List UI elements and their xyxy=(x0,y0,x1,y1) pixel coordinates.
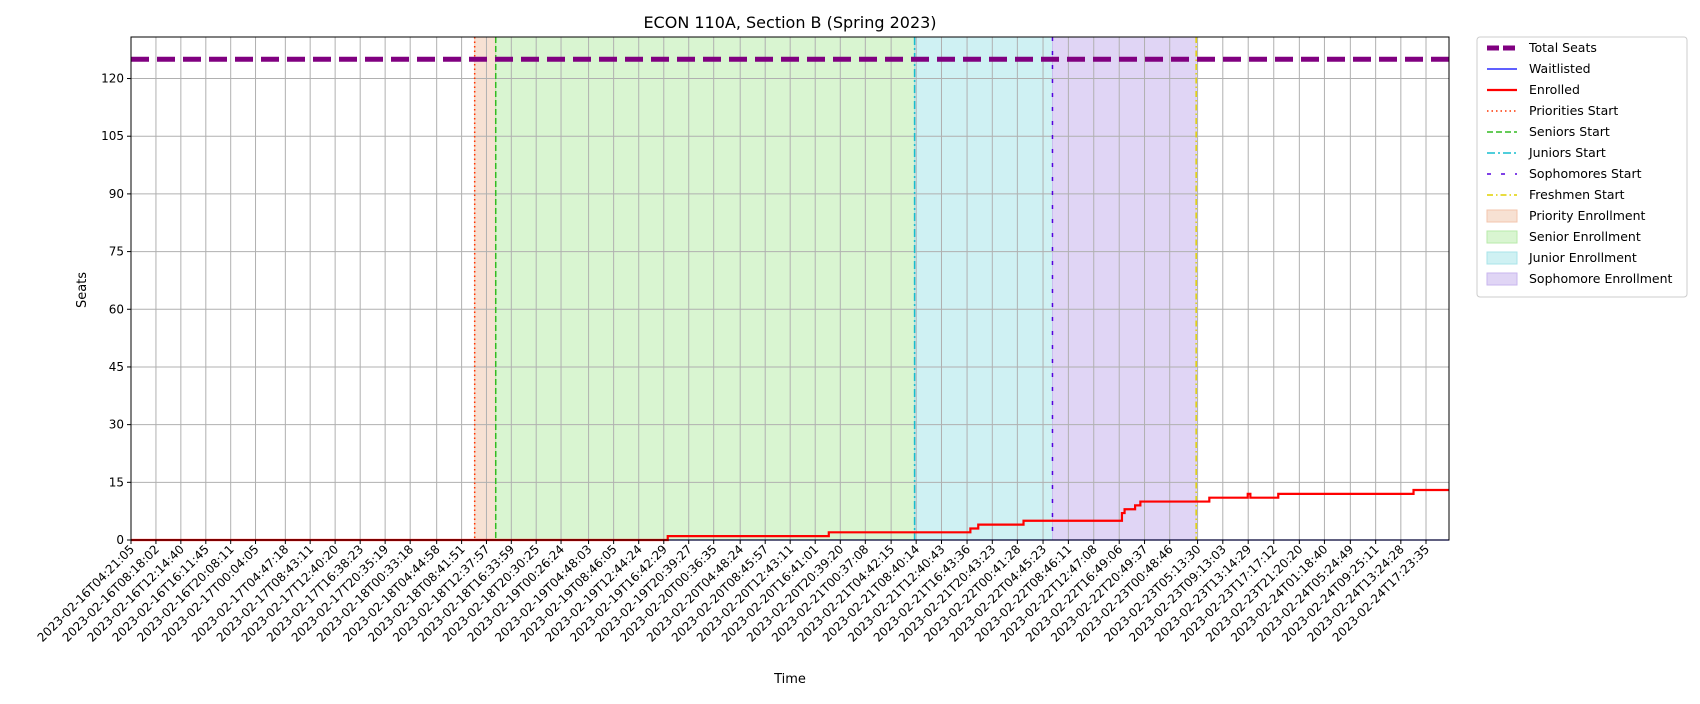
legend-swatch-senior-enrollment xyxy=(1486,230,1518,244)
y-tick-label: 105 xyxy=(101,129,124,143)
x-axis-ticks: 2023-02-16T04:21:052023-02-16T08:18:0220… xyxy=(35,540,1432,645)
y-tick-label: 0 xyxy=(116,533,124,547)
legend-label-enrolled: Enrolled xyxy=(1529,82,1580,97)
series-enrolled xyxy=(131,488,1449,542)
legend: Total Seats Waitlisted Enrolled Priorities … xyxy=(1476,36,1688,298)
legend-label-sophomores-start: Sophomores Start xyxy=(1529,166,1642,181)
span-priority-enrollment xyxy=(474,36,497,541)
chart-title: ECON 110A, Section B (Spring 2023) xyxy=(643,13,936,32)
legend-swatch-priority-enrollment xyxy=(1486,209,1518,223)
legend-label-seniors-start: Seniors Start xyxy=(1529,124,1610,139)
y-axis-label: Seats xyxy=(75,272,90,308)
y-tick-label: 120 xyxy=(101,72,124,86)
legend-label-priority-enrollment: Priority Enrollment xyxy=(1529,208,1646,223)
span-sophomore-enrollment xyxy=(1052,36,1197,541)
legend-label-waitlisted: Waitlisted xyxy=(1529,61,1591,76)
legend-label-priorities-start: Priorities Start xyxy=(1529,103,1618,118)
x-axis-label: Time xyxy=(773,672,806,687)
y-tick-label: 60 xyxy=(109,302,124,316)
legend-swatch-junior-enrollment xyxy=(1486,251,1518,265)
y-tick-label: 75 xyxy=(109,245,124,259)
legend-label-total-seats: Total Seats xyxy=(1528,40,1597,55)
legend-label-juniors-start: Juniors Start xyxy=(1528,145,1606,160)
legend-label-senior-enrollment: Senior Enrollment xyxy=(1529,229,1641,244)
grid-lines xyxy=(130,37,1449,541)
y-tick-label: 45 xyxy=(109,360,124,374)
phase-start-markers xyxy=(473,37,1197,540)
y-tick-label: 90 xyxy=(109,187,124,201)
span-senior-enrollment xyxy=(495,36,915,541)
y-axis-ticks: 0 15 30 45 60 75 90 105 120 xyxy=(101,72,131,547)
legend-label-freshmen-start: Freshmen Start xyxy=(1529,187,1625,202)
legend-label-junior-enrollment: Junior Enrollment xyxy=(1528,250,1637,265)
enrollment-spans xyxy=(474,36,1197,541)
y-tick-label: 30 xyxy=(109,418,124,432)
y-tick-label: 15 xyxy=(109,475,124,489)
legend-swatch-sophomore-enrollment xyxy=(1486,272,1518,286)
span-junior-enrollment xyxy=(914,36,1053,541)
legend-label-sophomore-enrollment: Sophomore Enrollment xyxy=(1529,271,1673,286)
legend-box xyxy=(1476,36,1688,298)
